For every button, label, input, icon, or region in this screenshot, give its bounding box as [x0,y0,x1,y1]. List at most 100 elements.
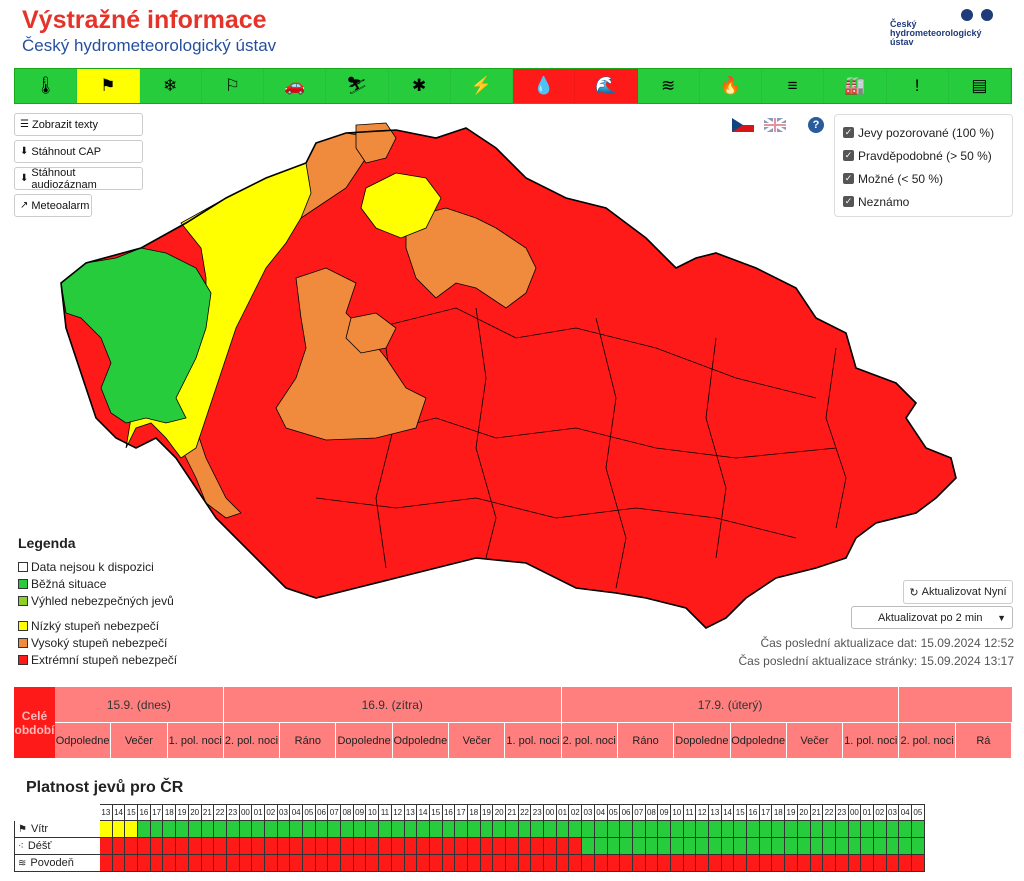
frost-icon[interactable]: ✱ [388,69,451,103]
validity-cell [531,855,545,872]
validity-cell [607,821,621,838]
validity-cell [582,821,595,838]
wind-flag-icon: ⚑ [18,823,27,835]
filter-checkbox[interactable]: ✓ Neznámo [843,194,910,209]
validity-cell [442,821,456,838]
filter-checkbox[interactable]: ✓ Pravděpodobné (> 50 %) [843,148,992,163]
validity-cell [493,838,506,855]
period-slot[interactable]: 2. pol. noci [224,723,281,758]
czech-flag-icon[interactable] [732,118,754,132]
hour-cell: 17 [455,804,468,821]
filter-checkbox[interactable]: ✓ Možné (< 50 %) [843,171,944,186]
road-ice-icon[interactable]: 🚗 [264,69,327,103]
period-slot[interactable]: Večer [111,723,168,758]
thunderstorm-icon[interactable]: ⚡ [450,69,513,103]
hour-cell: 23 [531,804,545,821]
fire-icon[interactable]: 🔥 [699,69,762,103]
validity-cell [163,821,177,838]
snowstorm-icon[interactable]: ⚐ [201,69,264,103]
hour-cell: 14 [721,804,735,821]
warning-icon[interactable]: ! [886,69,949,103]
validity-cell [290,838,303,855]
wind-flag-icon[interactable]: ⚑ [77,69,140,103]
validity-cell [518,855,532,872]
help-icon[interactable]: ? [808,117,824,133]
period-slot[interactable]: 1. pol. noci [843,723,900,758]
period-slot[interactable]: 1. pol. noci [505,723,562,758]
period-slot[interactable]: Dopoledne [674,723,731,758]
validity-cell [341,838,354,855]
validity-cell [188,838,202,855]
validity-cell [810,855,824,872]
validity-row: ⚑ Vítr [14,821,925,838]
flood-icon[interactable]: 🌊 [575,69,638,103]
warning-map[interactable] [56,118,968,648]
period-slot[interactable]: Odpoledne [55,723,112,758]
legend-title: Legenda [18,535,76,551]
validity-cell [772,838,786,855]
legend-swatch [18,654,28,665]
refresh-interval-select[interactable]: Aktualizovat po 2 min ▼ [851,606,1013,629]
period-slot[interactable]: Rá [956,723,1012,758]
validity-cell [835,821,849,838]
chmi-logo[interactable]: Český hydrometeorologický ústav [890,8,1010,52]
region-low [360,172,442,239]
hour-cell: 07 [328,804,342,821]
validity-cell [303,855,316,872]
download-cap-button[interactable]: ⬇ Stáhnout CAP [14,140,143,163]
period-slot[interactable]: Ráno [618,723,675,758]
period-slot[interactable]: Ráno [280,723,337,758]
validity-cell [112,821,126,838]
show-texts-button[interactable]: ☰ Zobrazit texty [14,113,143,136]
validity-cell [873,855,887,872]
validity-cell [721,855,735,872]
water-level-icon[interactable]: ≋ [637,69,700,103]
hour-cell: 04 [899,804,912,821]
validity-cell [797,855,811,872]
validity-cell [176,855,189,872]
hour-cell: 15 [734,804,748,821]
period-slot[interactable]: Dopoledne [336,723,393,758]
page-title: Výstražné informace [22,6,267,34]
period-slot[interactable]: Večer [787,723,844,758]
hour-cell: 01 [861,804,874,821]
filter-checkbox[interactable]: ✓ Jevy pozorované (100 %) [843,125,995,140]
validity-cell [214,855,227,872]
avalanche-icon[interactable]: ⛷ [326,69,389,103]
validity-cell [645,821,659,838]
hour-cell: 05 [912,804,925,821]
period-slot[interactable]: Večer [449,723,506,758]
period-slot[interactable]: 2. pol. noci [899,723,956,758]
validity-cell [709,855,722,872]
period-slot[interactable]: Odpoledne [731,723,787,758]
period-slot[interactable]: 2. pol. noci [562,723,618,758]
whole-period-tab[interactable]: Celé období [14,687,55,758]
snow-icon[interactable]: ❄ [139,69,202,103]
thermometer-icon[interactable]: 🌡 [15,69,78,103]
hour-cell: 22 [823,804,836,821]
day-header: 15.9. (dnes) [55,687,224,722]
fog-icon[interactable]: ≡ [762,69,825,103]
smog-icon[interactable]: 🏭 [824,69,887,103]
period-slot[interactable]: 1. pol. noci [168,723,224,758]
download-audio-button[interactable]: ⬇ Stáhnout audiozáznam [14,167,143,191]
validity-cell [670,838,684,855]
legend-item: Data nejsou k dispozici [18,558,177,575]
refresh-now-button[interactable]: ↻ Aktualizovat Nyní [903,580,1013,604]
calendar-icon[interactable]: ▤ [948,69,1011,103]
rain-icon[interactable]: 💧 [513,69,576,103]
region-high [275,267,427,441]
phenomena-bar: 🌡 ⚑ ❄ ⚐ 🚗 ⛷ ✱ ⚡ 💧 🌊 ≋ 🔥 ≡ 🏭! ▤ [14,68,1012,104]
country-border [60,127,957,629]
period-timeline: Celé období 15.9. (dnes) 16.9. (zítra) 17.… [14,687,1012,758]
period-slot[interactable]: Odpoledne [393,723,450,758]
validity-cell [759,855,773,872]
hour-cell: 15 [429,804,443,821]
validity-cell [341,821,354,838]
english-flag-icon[interactable] [764,118,786,132]
hour-cell: 17 [759,804,773,821]
validity-cell [467,838,481,855]
logo-text: Český hydrometeorologický ústav [890,19,982,47]
hour-cell: 17 [150,804,164,821]
meteoalarm-button[interactable]: ↗ Meteoalarm [14,194,92,217]
